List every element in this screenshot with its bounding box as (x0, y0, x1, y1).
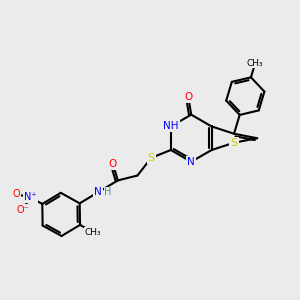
Text: N: N (94, 187, 102, 197)
Text: O⁻: O⁻ (16, 205, 29, 215)
Text: S: S (148, 153, 155, 163)
Text: NH: NH (163, 122, 178, 131)
Text: O: O (109, 159, 117, 169)
Text: H: H (104, 187, 112, 197)
Text: O: O (184, 92, 192, 102)
Text: CH₃: CH₃ (247, 59, 263, 68)
Text: CH₃: CH₃ (85, 227, 101, 236)
Text: N⁺: N⁺ (24, 192, 37, 202)
Text: O: O (13, 189, 20, 199)
Text: S: S (230, 138, 238, 148)
Text: N: N (187, 157, 195, 167)
